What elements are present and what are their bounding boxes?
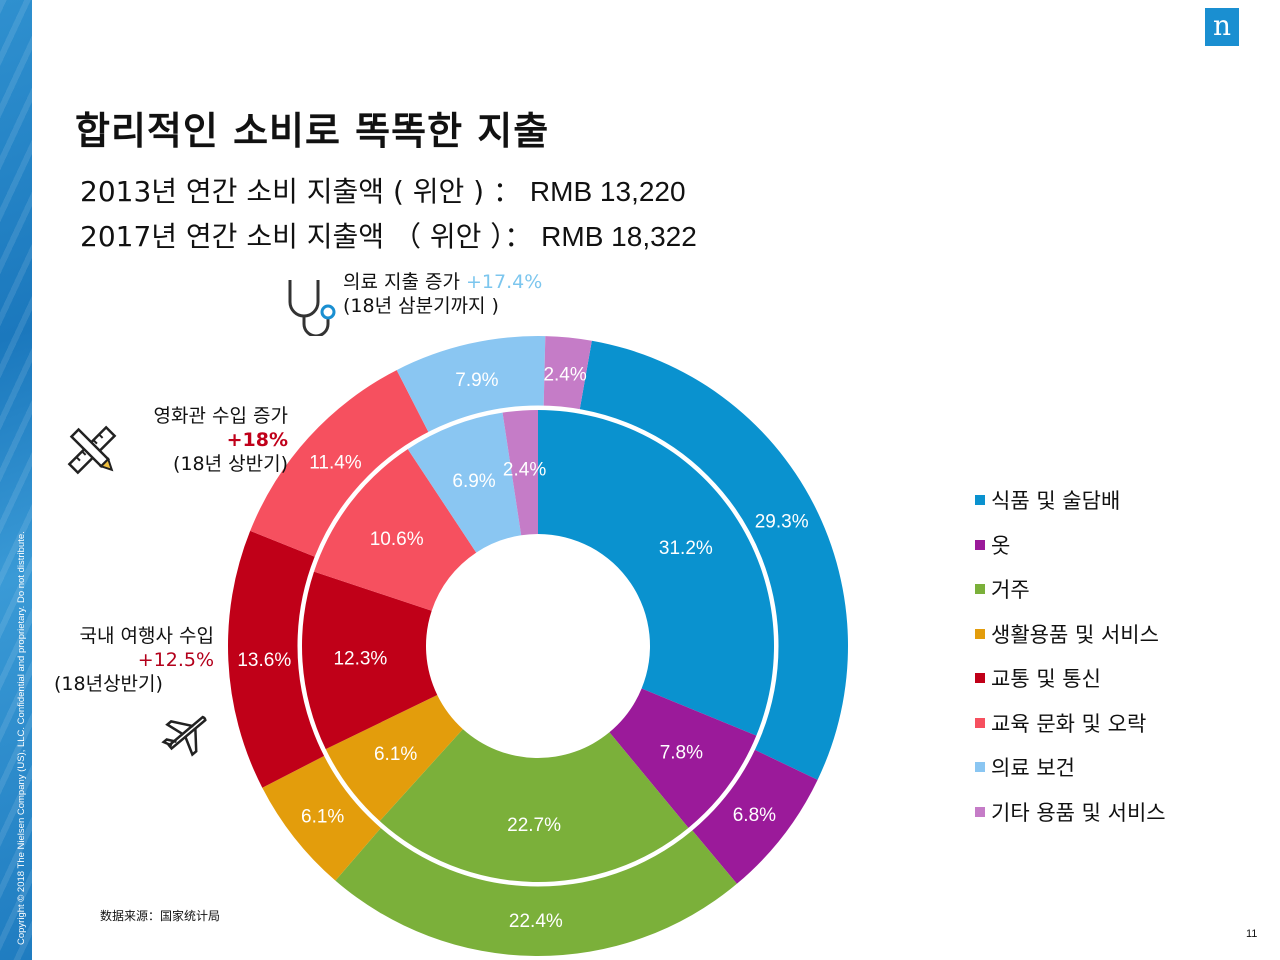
spending-2017: 2017년 연간 소비 지출액 （ 위안 ）： RMB 18,322	[80, 215, 697, 255]
legend-swatch	[975, 673, 985, 683]
legend-item: 거주	[975, 575, 1166, 620]
inner-slice-label-7: 2.4%	[503, 460, 546, 481]
outer-slice-label-3: 6.1%	[301, 806, 344, 827]
travel-change: +12.5%	[137, 649, 214, 671]
legend-item: 기타 용품 및 서비스	[975, 798, 1166, 843]
nielsen-logo: n	[1205, 8, 1239, 46]
cinema-note: (18년 상반기)	[173, 453, 288, 475]
inner-slice-2	[379, 729, 689, 882]
outer-slice-5	[250, 370, 431, 559]
legend-item: 교육 문화 및 오락	[975, 709, 1166, 754]
outer-slice-3	[262, 753, 384, 881]
travel-annotation: 국내 여행사 수입 +12.5% (18년상반기)	[50, 624, 214, 696]
inner-slice-label-5: 10.6%	[370, 529, 424, 550]
spending-2017-label: 2017년 연간 소비 지출액 （ 위안 ）：	[80, 220, 533, 253]
legend-item: 교통 및 통신	[975, 664, 1166, 709]
sidebar-stripe: Copyright © 2018 The Nielsen Company (US…	[0, 0, 32, 960]
outer-slice-label-0: 29.3%	[755, 512, 809, 533]
inner-slice-6	[407, 412, 522, 553]
outer-slice-label-2: 22.4%	[509, 911, 563, 932]
inner-slice-label-0: 31.2%	[659, 538, 713, 559]
legend-label: 거주	[991, 578, 1030, 602]
outer-slice-label-4: 13.6%	[237, 650, 291, 671]
outer-ring	[228, 335, 848, 956]
legend-label: 생활용품 및 서비스	[991, 622, 1159, 647]
legend-label: 교통 및 통신	[991, 667, 1101, 691]
medical-annotation: 의료 지출 증가 +17.4% (18년 삼분기까지 )	[343, 270, 542, 318]
outer-slice-label-7: 2.4%	[543, 364, 586, 385]
legend-swatch	[975, 539, 985, 550]
spending-2013-value: RMB 13,220	[529, 176, 686, 207]
outer-slice-label-5: 11.4%	[309, 452, 362, 473]
inner-slice-3	[325, 694, 463, 822]
legend-item: 식품 및 술담배	[975, 486, 1166, 531]
travel-note: (18년상반기)	[54, 673, 163, 695]
stethoscope-icon	[288, 280, 336, 336]
ruler-pencil-icon	[67, 425, 117, 475]
inner-slice-4	[302, 571, 438, 750]
outer-slice-1	[689, 747, 818, 884]
medical-label: 의료 지출 증가	[343, 271, 460, 293]
spending-2013-label: 2013년 연간 소비 지출액 ( 위안 ) ：	[80, 175, 522, 208]
legend-swatch	[975, 584, 985, 594]
spending-2017-value: RMB 18,322	[541, 221, 697, 252]
legend-label: 식품 및 술담배	[991, 489, 1121, 513]
page-number: 11	[1246, 928, 1258, 940]
inner-slice-1	[609, 688, 757, 828]
outer-slice-label-1: 6.8%	[733, 805, 776, 826]
medical-change: +17.4%	[466, 271, 543, 293]
outer-slice-2	[335, 824, 737, 956]
legend-swatch	[975, 717, 985, 728]
inner-slice-label-2: 22.7%	[507, 815, 561, 836]
inner-slice-label-3: 6.1%	[374, 744, 417, 765]
legend-item: 옷	[975, 531, 1166, 576]
data-source: 数据来源：国家统计局	[100, 909, 221, 923]
inner-slice-label-4: 12.3%	[333, 649, 387, 670]
airplane-icon	[161, 715, 207, 757]
inner-slice-0	[538, 410, 775, 736]
inner-slice-label-6: 6.9%	[452, 471, 495, 492]
slice-labels: 29.3% 6.8% 22.4% 6.1% 13.6% 11.4% 7.9% 2.4% 31.2…	[237, 364, 808, 932]
slide-title: 합리적인 소비로 똑똑한 지출	[75, 109, 550, 153]
legend-item: 생활용품 및 서비스	[975, 620, 1166, 665]
inner-slice-label-1: 7.8%	[660, 743, 703, 764]
spending-2013: 2013년 연간 소비 지출액 ( 위안 ) ： RMB 13,220	[80, 170, 686, 210]
medical-note: (18년 삼분기까지 )	[343, 295, 499, 317]
outer-slice-0	[578, 340, 848, 780]
legend-item: 의료 보건	[975, 753, 1166, 798]
legend-label: 기타 용품 및 서비스	[991, 800, 1166, 825]
legend-label: 의료 보건	[991, 756, 1075, 780]
inner-ring	[302, 410, 775, 882]
legend-swatch	[975, 806, 985, 817]
cinema-annotation: 영화관 수입 증가 +18% (18년 상반기)	[112, 404, 288, 476]
legend-label: 옷	[991, 533, 1011, 558]
sidebar-pattern	[0, 0, 32, 960]
legend-swatch	[975, 495, 985, 505]
travel-label: 국내 여행사 수입	[79, 625, 214, 647]
legend-label: 교육 문화 및 오락	[991, 711, 1147, 736]
inner-slice-5	[314, 449, 477, 611]
outer-slice-7	[543, 336, 592, 414]
legend-swatch	[975, 762, 985, 772]
outer-slice-label-6: 7.9%	[455, 370, 498, 391]
cinema-label: 영화관 수입 증가	[153, 405, 288, 427]
cinema-change: +18%	[226, 429, 288, 451]
legend-swatch	[975, 628, 985, 639]
inner-slice-7	[502, 410, 538, 536]
